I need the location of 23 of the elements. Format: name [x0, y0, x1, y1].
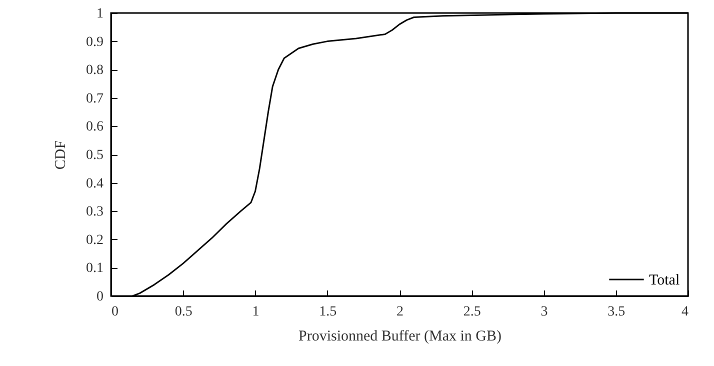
x-tick-label: 3 [540, 304, 548, 320]
y-tick-label: 0.2 [86, 232, 104, 248]
y-tick-label: 0.3 [86, 204, 104, 220]
x-tick-label: 3.5 [608, 304, 626, 320]
y-tick-label: 0.5 [86, 148, 104, 163]
x-axis-title: Provisionned Buffer (Max in GB) [298, 328, 502, 344]
x-tick-label: 2 [396, 304, 404, 320]
x-tick-label: 2.5 [463, 304, 481, 320]
y-tick-label: 0 [96, 290, 104, 304]
y-tick-label: 0.4 [86, 176, 104, 192]
y-tick-label: 0.8 [86, 63, 104, 78]
y-tick-label: 0.6 [86, 120, 104, 135]
x-tick-label: 0 [112, 304, 118, 320]
y-tick-label: 0.7 [86, 91, 104, 106]
x-tick-label: 4 [682, 304, 688, 320]
x-tick-label: 1.5 [319, 304, 337, 320]
y-tick-label: 0.1 [86, 261, 104, 276]
legend-label: Total [649, 272, 680, 288]
y-axis-title: CDF [53, 140, 69, 170]
x-tick-label: 1 [252, 304, 260, 320]
x-tick-label: 0.5 [174, 304, 192, 320]
y-tick-label: 1 [96, 6, 104, 22]
y-tick-label: 0.9 [86, 34, 104, 50]
